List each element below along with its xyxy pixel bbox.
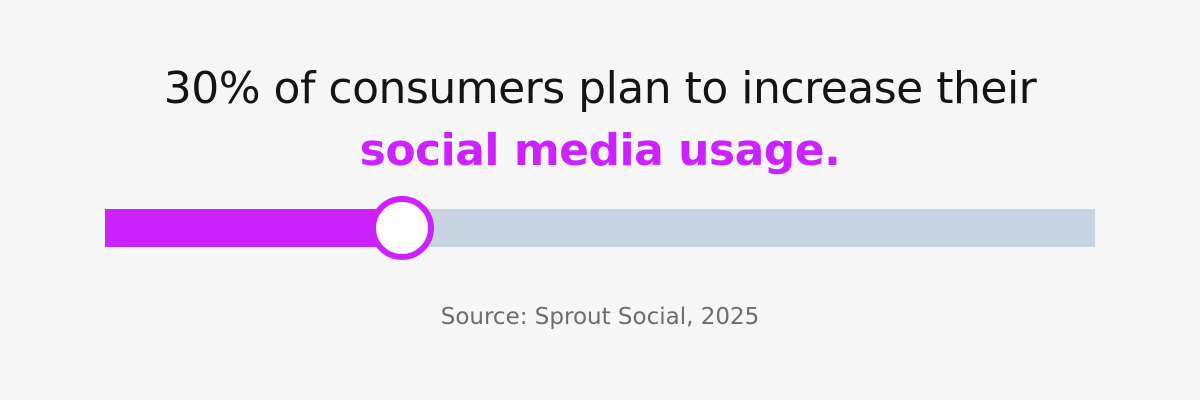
source-caption: Source: Sprout Social, 2025 xyxy=(440,304,760,330)
headline-line-1: 30% of consumers plan to increase their xyxy=(163,63,1037,114)
progress-knob[interactable] xyxy=(370,196,434,260)
progress-bar xyxy=(105,196,1095,260)
progress-fill xyxy=(105,209,402,247)
headline: 30% of consumers plan to increase their … xyxy=(0,58,1200,182)
headline-highlight: social media usage. xyxy=(359,125,841,176)
